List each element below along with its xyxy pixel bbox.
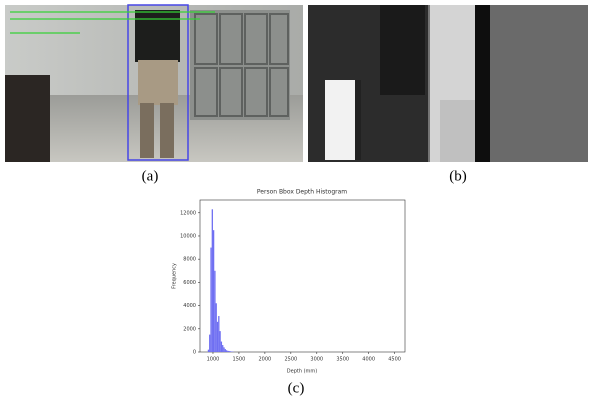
y-tick-label: 8000: [183, 257, 196, 263]
caption: (c): [288, 380, 305, 396]
bar: [214, 271, 215, 352]
bar: [208, 350, 209, 352]
bar: [213, 230, 214, 352]
rgb-image: [5, 5, 303, 162]
bar: [217, 322, 218, 352]
x-tick-label: 3500: [336, 357, 349, 363]
bar: [226, 350, 227, 352]
bar: [229, 351, 230, 352]
x-tick-label: 2500: [284, 357, 297, 363]
x-tick-label: 1000: [207, 357, 220, 363]
bar: [230, 351, 231, 352]
figure: (a) (b) (c) Person Bbox Depth Histogram …: [0, 0, 592, 401]
bar: [225, 349, 226, 352]
bar: [223, 347, 224, 352]
chart-title: Person Bbox Depth Histogram: [257, 189, 347, 196]
bar: [210, 248, 211, 352]
bar: [222, 345, 223, 352]
x-tick-label: 4000: [362, 357, 375, 363]
bar: [212, 209, 213, 352]
bar: [219, 331, 220, 352]
x-axis-label: Depth (mm): [287, 369, 318, 375]
caption: (b): [449, 168, 467, 184]
bar: [216, 303, 217, 352]
y-axis-label: Frequency: [172, 263, 178, 289]
x-tick-label: 3000: [310, 357, 323, 363]
bar: [209, 335, 210, 352]
y-tick-label: 2000: [183, 326, 196, 332]
y-tick-label: 10000: [180, 233, 196, 239]
depth-image: [308, 5, 588, 162]
y-tick-label: 4000: [183, 303, 196, 309]
caption: (a): [142, 168, 159, 184]
bar: [218, 316, 219, 352]
y-tick-label: 0: [193, 350, 196, 356]
y-tick-label: 12000: [180, 210, 196, 216]
x-tick-label: 2000: [259, 357, 272, 363]
x-tick-label: 4500: [388, 357, 401, 363]
x-tick-label: 1500: [233, 357, 246, 363]
y-tick-label: 6000: [183, 280, 196, 286]
bar: [227, 351, 228, 352]
plot-frame: [200, 200, 405, 352]
bar: [221, 342, 222, 352]
